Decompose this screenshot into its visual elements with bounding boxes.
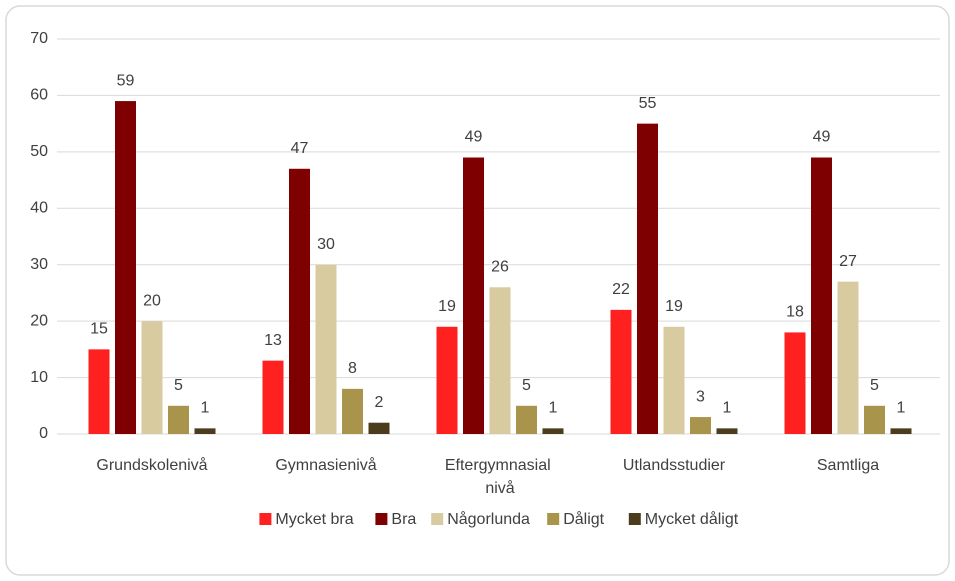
legend-swatch [259,513,272,525]
bar [289,168,310,435]
legend-label: Någorlunda [447,510,530,528]
legend-swatch [547,513,560,525]
bar [315,264,337,434]
bar [637,123,658,435]
data-label: 5 [870,377,879,394]
data-label: 3 [696,388,705,405]
bar [864,405,885,434]
data-label: 15 [90,321,108,338]
bar [489,287,511,434]
bar [890,428,912,434]
data-label: 2 [375,394,384,411]
y-tick-label: 60 [30,87,48,104]
bar [463,157,484,434]
x-tick-label: Grundskolenivå [96,456,207,474]
bar [837,281,859,434]
data-label: 18 [786,304,804,321]
data-label: 49 [813,129,831,146]
data-label: 13 [264,332,282,349]
data-label: 55 [639,95,657,112]
data-label: 1 [723,400,732,417]
bar [784,332,806,434]
data-label: 26 [491,259,509,276]
bar [610,309,632,434]
data-label: 1 [549,400,558,417]
y-tick-label: 30 [30,256,48,273]
x-tick-label: Utlandsstudier [623,457,726,474]
bar [141,321,163,434]
y-tick-label: 50 [30,143,48,160]
data-label: 5 [174,377,183,394]
data-label: 30 [317,236,335,253]
data-label: 8 [348,360,357,377]
bar [342,388,363,434]
bar [663,326,685,434]
legend-label: Mycket dåligt [645,510,739,528]
data-label: 19 [438,298,456,315]
data-label: 49 [465,129,483,146]
x-tick-label: Eftergymnasial nivå [445,457,555,497]
bar [716,428,738,434]
legend-label: Bra [391,511,416,528]
data-label: 47 [291,140,309,157]
bar [168,405,189,434]
bar [436,326,458,434]
data-label: 1 [897,400,906,417]
legend-swatch [431,513,444,525]
legend-swatch [628,513,641,525]
y-tick-label: 0 [39,425,48,442]
data-label: 1 [201,400,210,417]
legend-label: Dåligt [563,510,604,528]
data-label: 20 [143,292,161,309]
data-label: 19 [665,298,683,315]
bar [194,428,216,434]
bar [690,417,711,434]
data-label: 22 [612,281,630,298]
bar [262,360,284,434]
legend-label: Mycket bra [275,511,353,528]
y-tick-label: 40 [30,200,48,217]
legend-swatch [375,513,388,525]
y-tick-label: 70 [30,30,48,47]
bar [88,349,110,434]
bar [115,101,136,435]
y-tick-label: 20 [30,312,48,329]
x-tick-label: Samtliga [817,457,879,474]
data-label: 27 [839,253,857,270]
data-label: 59 [117,72,135,89]
bar [542,428,564,434]
bar [811,157,832,434]
bar [368,422,390,434]
y-tick-label: 10 [30,369,48,386]
data-label: 5 [522,377,531,394]
x-tick-label: Gymnasienivå [275,456,376,474]
bar [516,405,537,434]
